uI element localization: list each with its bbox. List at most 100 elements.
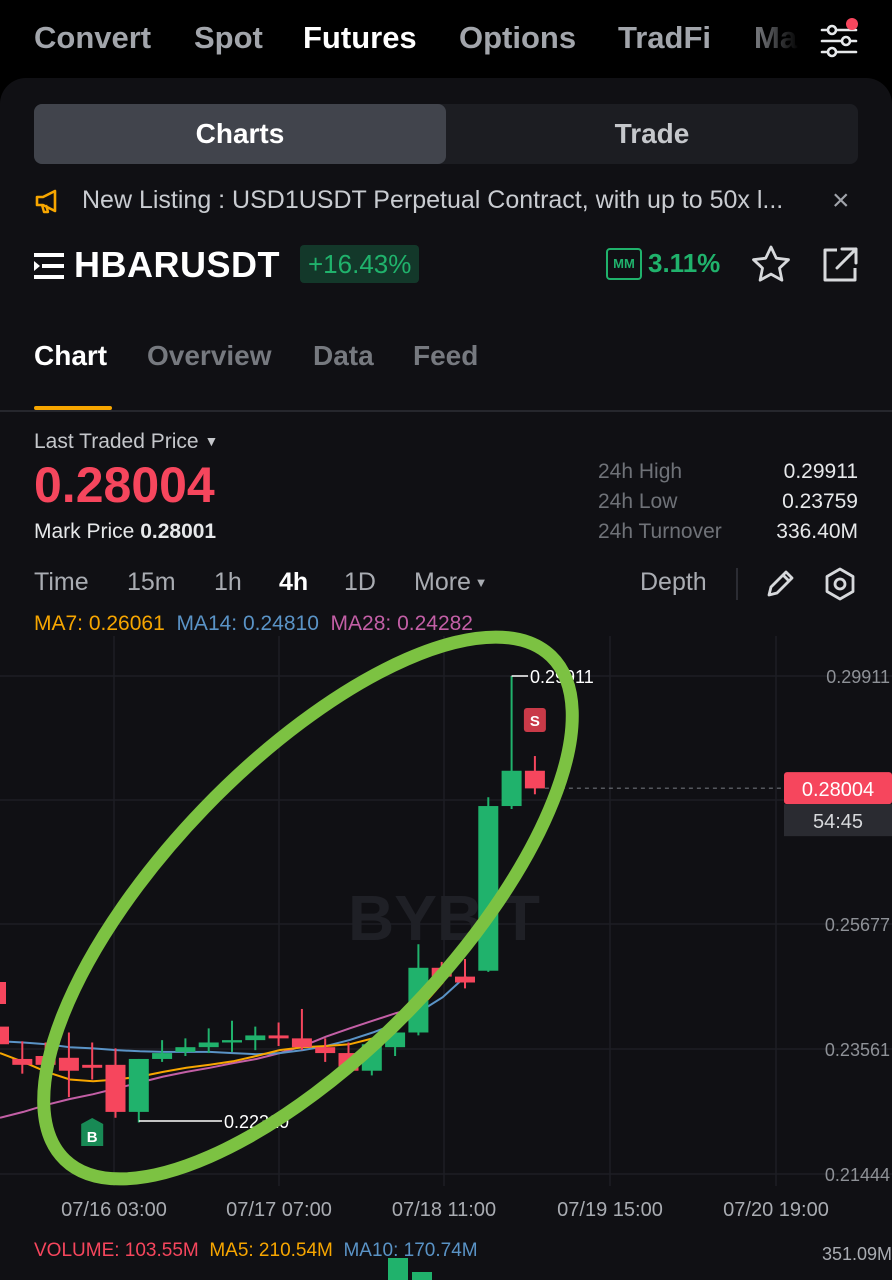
candle-body [524,770,545,789]
candle-body [0,1026,9,1045]
candle-body [478,806,499,971]
buy-marker-label: B [87,1129,98,1146]
nav-fade [740,0,810,80]
last-traded-price: 0.28004 [34,457,215,513]
timeframe-more[interactable]: More ▼ [414,568,487,597]
ma14-value: MA14: 0.24810 [176,612,319,635]
announcement-bar[interactable]: New Listing : USD1USDT Perpetual Contrac… [34,182,864,222]
candle-body [222,1040,242,1043]
timeframe-time[interactable]: Time [34,568,89,596]
candle-body [12,1058,33,1065]
candle-body [58,1057,79,1071]
active-tab-underline [34,406,112,410]
candle-body [268,1035,289,1039]
star-icon[interactable] [750,244,792,286]
candle-body [501,770,522,807]
last-traded-price-selector[interactable]: Last Traded Price ▼ [34,430,218,454]
countdown-tag [784,804,892,837]
volume-bar [388,1258,408,1280]
candle-body [455,976,475,983]
toolbar-divider [736,568,738,600]
x-tick-label: 07/18 11:00 [392,1199,496,1221]
nav-item-spot[interactable]: Spot [194,20,263,55]
menu-list-icon[interactable] [34,251,66,281]
buy-marker [81,1118,104,1146]
segment-trade[interactable]: Trade [614,118,690,149]
ma7-value: MA7: 0.26061 [34,612,165,635]
x-tick-label: 07/19 15:00 [557,1199,663,1221]
stat-24h-high-value: 0.29911 [783,460,858,483]
announcement-text[interactable]: New Listing : USD1USDT Perpetual Contrac… [82,186,784,214]
tab-chart[interactable]: Chart [34,340,108,371]
depth-button[interactable]: Depth [640,568,707,596]
share-icon[interactable] [820,245,860,285]
charts-trade-switch: Charts Trade [34,104,858,164]
ltp-label: Last Traded Price [34,430,199,453]
chart-settings-hexagon-icon[interactable] [822,566,858,602]
volume-ma10: MA10: 170.74M [343,1240,478,1261]
nav-item-convert[interactable]: Convert [34,20,152,55]
timeframe-bar: Time 15m 1h 4h 1D More ▼ Depth [0,564,892,604]
tab-overview[interactable]: Overview [147,340,272,371]
candle-body [128,1058,149,1112]
current-price-tag-label: 0.28004 [802,779,874,801]
candle-body [82,1064,103,1068]
mark-price-value: 0.28001 [140,520,217,543]
candle-body [315,1047,336,1054]
settings-sliders-icon[interactable] [818,20,860,62]
stat-24h-low-label: 24h Low [598,490,678,513]
nav-item-tradfi[interactable]: TradFi [618,20,712,55]
stat-24h-turnover-label: 24h Turnover [598,520,722,543]
volume-ma5: MA5: 210.54M [209,1240,333,1261]
highlight-ellipse [37,630,579,1186]
symbol-name[interactable]: HBARUSDT [74,244,280,285]
symbol-row: HBARUSDT +16.43% MM 3.11% [34,238,864,294]
ma28-value: MA28: 0.24282 [330,612,473,635]
candle-body [175,1047,196,1052]
content-tabs: Chart Overview Data Feed [0,330,892,412]
tab-data[interactable]: Data [313,340,374,371]
candle-body [245,1035,266,1041]
top-nav: Convert Spot Futures Options TradFi Ma [0,0,892,80]
mm-badge: MM [606,248,642,280]
volume-axis-max: 351.09M [821,1244,892,1264]
candle-body [198,1042,219,1048]
y-tick-label: 0.23561 [825,1040,890,1060]
nav-item-options[interactable]: Options [459,20,577,55]
y-tick-label: 0.29911 [826,667,890,687]
sell-marker-label: S [530,713,540,730]
tab-feed[interactable]: Feed [413,340,479,371]
y-tick-label: 0.25677 [825,915,890,935]
current-price-tag [784,772,892,805]
notification-dot [846,18,858,30]
caret-down-icon: ▼ [470,575,488,590]
close-icon[interactable]: × [832,184,850,217]
ma28-line [0,1006,420,1119]
timeframe-15m[interactable]: 15m [127,568,176,596]
x-tick-label: 07/17 07:00 [226,1199,332,1221]
mark-price-label: Mark Price [34,520,135,543]
y-tick-label: 0.21444 [825,1165,890,1185]
ma-legend: MA7: 0.26061 MA14: 0.24810 MA28: 0.24282 [34,612,473,636]
price-change-badge: +16.43% [300,245,420,283]
timeframe-1h[interactable]: 1h [214,568,242,596]
timeframe-1d[interactable]: 1D [344,568,376,596]
megaphone-icon [35,189,57,214]
mm-value[interactable]: 3.11% [648,248,721,278]
segment-charts[interactable]: Charts [34,104,446,164]
nav-item-futures[interactable]: Futures [303,20,417,55]
mark-price: Mark Price 0.28001 [34,520,216,544]
stat-24h-high-label: 24h High [598,460,683,483]
countdown-label: 54:45 [813,811,863,833]
pencil-icon[interactable] [763,567,797,601]
volume-legend: VOLUME: 103.55M MA5: 210.54M MA10: 170.7… [34,1240,478,1262]
candle-body [105,1064,126,1112]
candle-body [291,1038,312,1048]
candle-body [152,1053,173,1059]
x-tick-label: 07/20 19:00 [723,1199,829,1221]
x-tick-label: 07/16 03:00 [61,1199,167,1221]
sell-marker [523,708,546,732]
timeframe-4h[interactable]: 4h [279,568,309,596]
candle-body-partial [0,982,6,1004]
